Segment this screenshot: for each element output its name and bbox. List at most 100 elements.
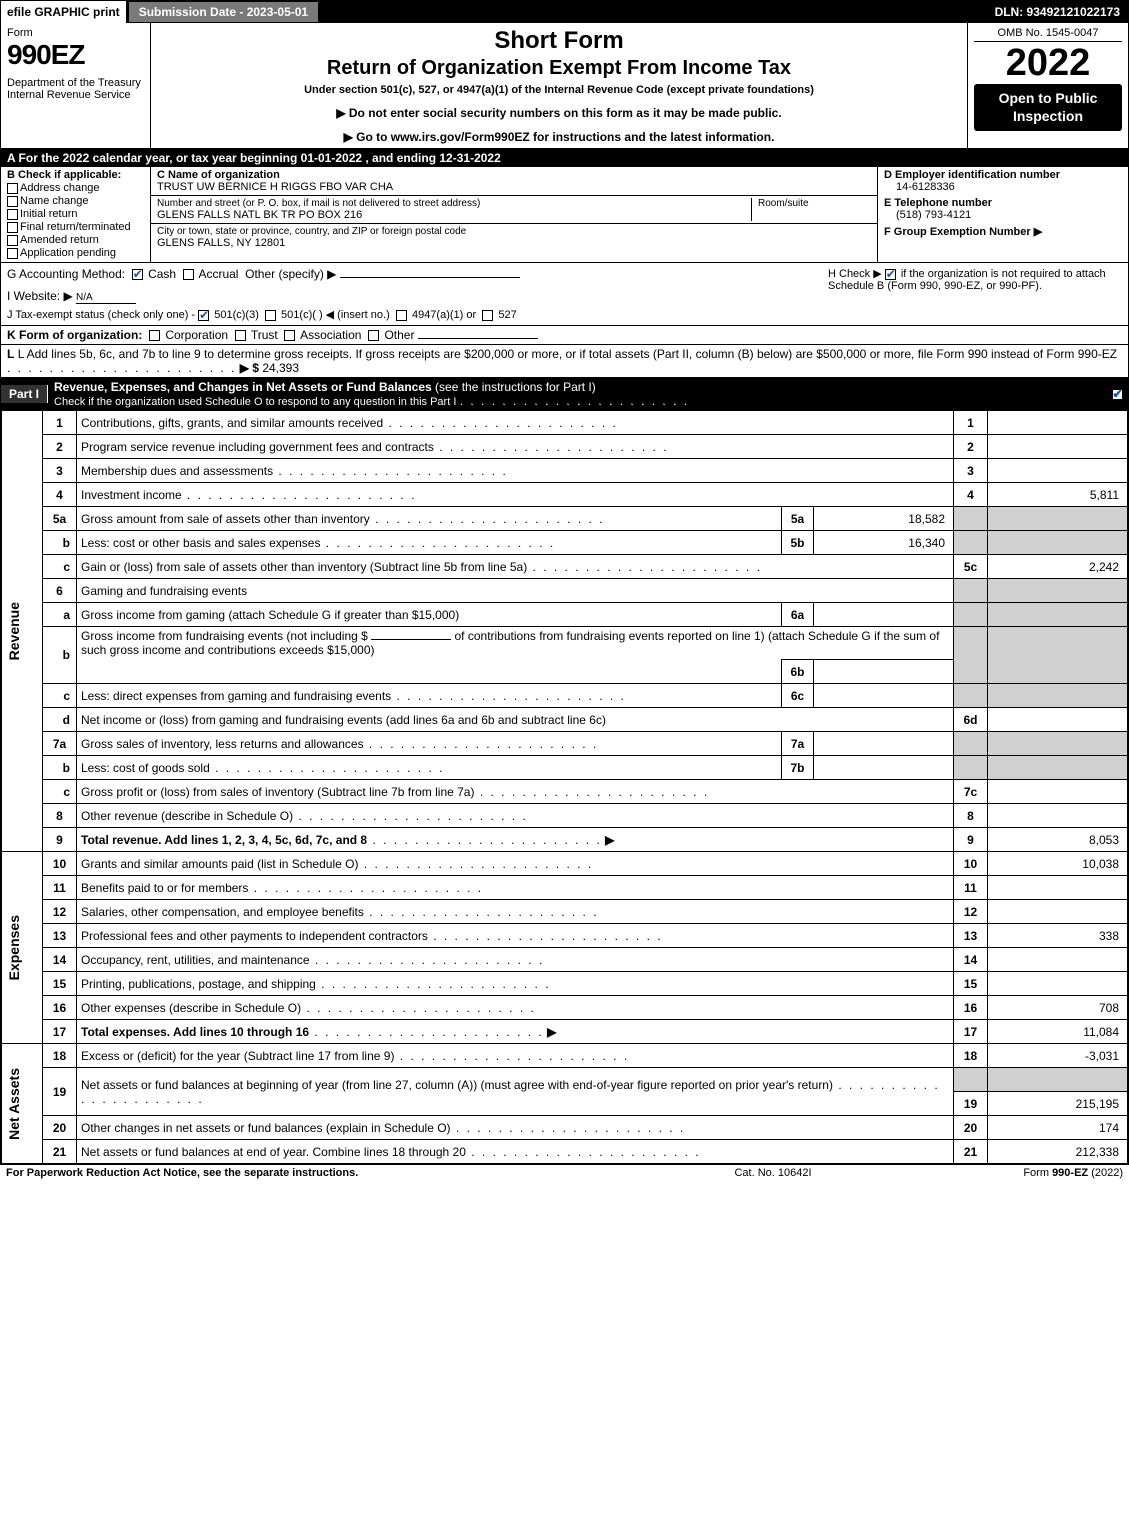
submission-date: Submission Date - 2023-05-01	[128, 1, 319, 23]
part1-title: Revenue, Expenses, and Changes in Net As…	[54, 380, 432, 394]
amt-10: 10,038	[988, 852, 1128, 876]
cb-initial-return[interactable]: Initial return	[7, 208, 144, 220]
amt-9: 8,053	[988, 828, 1128, 852]
section-c: C Name of organization TRUST UW BERNICE …	[151, 167, 878, 262]
line-19: 19 Net assets or fund balances at beginn…	[2, 1068, 1128, 1092]
cb-501c[interactable]	[265, 310, 276, 321]
cb-trust[interactable]	[235, 330, 246, 341]
tax-year: 2022	[974, 44, 1122, 82]
header-center: Short Form Return of Organization Exempt…	[151, 23, 968, 148]
cb-assoc[interactable]	[284, 330, 295, 341]
cb-amended-return[interactable]: Amended return	[7, 234, 144, 246]
amt-8	[988, 804, 1128, 828]
line-17: 17 Total expenses. Add lines 10 through …	[2, 1020, 1128, 1044]
org-street: GLENS FALLS NATL BK TR PO BOX 216	[157, 209, 751, 221]
val-7a	[814, 732, 954, 756]
open-to-public: Open to Public Inspection	[974, 84, 1122, 131]
omb-number: OMB No. 1545-0047	[974, 27, 1122, 42]
line-9: 9 Total revenue. Add lines 1, 2, 3, 4, 5…	[2, 828, 1128, 852]
cb-other-org[interactable]	[368, 330, 379, 341]
amt-14	[988, 948, 1128, 972]
section-def: D Employer identification number 14-6128…	[878, 167, 1128, 262]
amt-4: 5,811	[988, 483, 1128, 507]
f-label: F Group Exemption Number ▶	[884, 225, 1122, 238]
cb-application-pending[interactable]: Application pending	[7, 247, 144, 259]
6b-contrib-input[interactable]	[371, 639, 451, 640]
e-label: E Telephone number	[884, 197, 1122, 209]
val-6a	[814, 603, 954, 627]
room-label: Room/suite	[758, 198, 871, 209]
line-7b: b Less: cost of goods sold 7b	[2, 756, 1128, 780]
header-row: Form 990EZ Department of the Treasury In…	[1, 23, 1128, 149]
goto-link[interactable]: ▶ Go to www.irs.gov/Form990EZ for instru…	[157, 130, 961, 144]
expenses-vlabel: Expenses	[6, 915, 22, 980]
cb-501c3[interactable]	[198, 310, 209, 321]
val-6b	[814, 660, 954, 684]
amt-5c: 2,242	[988, 555, 1128, 579]
amt-6d	[988, 708, 1128, 732]
l-amount: 24,393	[262, 361, 299, 375]
header-right: OMB No. 1545-0047 2022 Open to Public In…	[968, 23, 1128, 148]
line-6d: d Net income or (loss) from gaming and f…	[2, 708, 1128, 732]
line-16: 16 Other expenses (describe in Schedule …	[2, 996, 1128, 1020]
form-container: efile GRAPHIC print Submission Date - 20…	[0, 0, 1129, 1165]
lines-table: Revenue 1 Contributions, gifts, grants, …	[1, 410, 1128, 1164]
line-18: Net Assets 18 Excess or (deficit) for th…	[2, 1044, 1128, 1068]
form-label: Form	[7, 27, 144, 39]
footer-left: For Paperwork Reduction Act Notice, see …	[6, 1167, 623, 1179]
line-6: 6 Gaming and fundraising events	[2, 579, 1128, 603]
cb-part1-schedule-o[interactable]	[1112, 389, 1123, 400]
line-14: 14 Occupancy, rent, utilities, and maint…	[2, 948, 1128, 972]
val-7b	[814, 756, 954, 780]
part1-label: Part I	[1, 385, 48, 403]
amt-17: 11,084	[988, 1020, 1128, 1044]
amt-2	[988, 435, 1128, 459]
cb-h[interactable]	[885, 269, 896, 280]
line-6c: c Less: direct expenses from gaming and …	[2, 684, 1128, 708]
amt-18: -3,031	[988, 1044, 1128, 1068]
line-a: A For the 2022 calendar year, or tax yea…	[1, 149, 1128, 167]
part1-checkline: Check if the organization used Schedule …	[54, 396, 456, 408]
i-label: I Website: ▶	[7, 289, 73, 303]
section-k: K Form of organization: Corporation Trus…	[1, 326, 1128, 345]
row-g-h: G Accounting Method: Cash Accrual Other …	[1, 263, 1128, 326]
section-b: B Check if applicable: Address change Na…	[1, 167, 151, 262]
part1-header: Part I Revenue, Expenses, and Changes in…	[1, 378, 1128, 410]
g-other-input[interactable]	[340, 277, 520, 278]
c-street-label: Number and street (or P. O. box, if mail…	[157, 198, 751, 209]
cb-address-change[interactable]: Address change	[7, 182, 144, 194]
cb-4947[interactable]	[396, 310, 407, 321]
top-bar: efile GRAPHIC print Submission Date - 20…	[1, 1, 1128, 23]
section-l: L L Add lines 5b, 6c, and 7b to line 9 t…	[1, 345, 1128, 378]
cb-final-return[interactable]: Final return/terminated	[7, 221, 144, 233]
line-2: 2 Program service revenue including gove…	[2, 435, 1128, 459]
line-5a: 5a Gross amount from sale of assets othe…	[2, 507, 1128, 531]
org-city: GLENS FALLS, NY 12801	[157, 237, 871, 249]
line-15: 15 Printing, publications, postage, and …	[2, 972, 1128, 996]
c-city-label: City or town, state or province, country…	[157, 226, 871, 237]
cb-corp[interactable]	[149, 330, 160, 341]
footer: For Paperwork Reduction Act Notice, see …	[0, 1165, 1129, 1181]
return-title: Return of Organization Exempt From Incom…	[157, 57, 961, 80]
amt-12	[988, 900, 1128, 924]
c-name-label: C Name of organization	[157, 169, 280, 181]
g-label: G Accounting Method:	[7, 267, 125, 281]
line-4: 4 Investment income 4 5,811	[2, 483, 1128, 507]
footer-center: Cat. No. 10642I	[623, 1167, 923, 1179]
form-number: 990EZ	[7, 39, 144, 71]
amt-11	[988, 876, 1128, 900]
efile-label: efile GRAPHIC print	[1, 1, 128, 23]
val-5a: 18,582	[814, 507, 954, 531]
line-3: 3 Membership dues and assessments 3	[2, 459, 1128, 483]
k-other-input[interactable]	[418, 338, 538, 339]
line-11: 11 Benefits paid to or for members 11	[2, 876, 1128, 900]
line-7c: c Gross profit or (loss) from sales of i…	[2, 780, 1128, 804]
cb-527[interactable]	[482, 310, 493, 321]
line-6a: a Gross income from gaming (attach Sched…	[2, 603, 1128, 627]
cb-name-change[interactable]: Name change	[7, 195, 144, 207]
cb-accrual[interactable]	[183, 269, 194, 280]
dln-label: DLN: 93492121022173	[987, 1, 1128, 23]
amt-15	[988, 972, 1128, 996]
cb-cash[interactable]	[132, 269, 143, 280]
footer-right: Form 990-EZ (2022)	[923, 1167, 1123, 1179]
